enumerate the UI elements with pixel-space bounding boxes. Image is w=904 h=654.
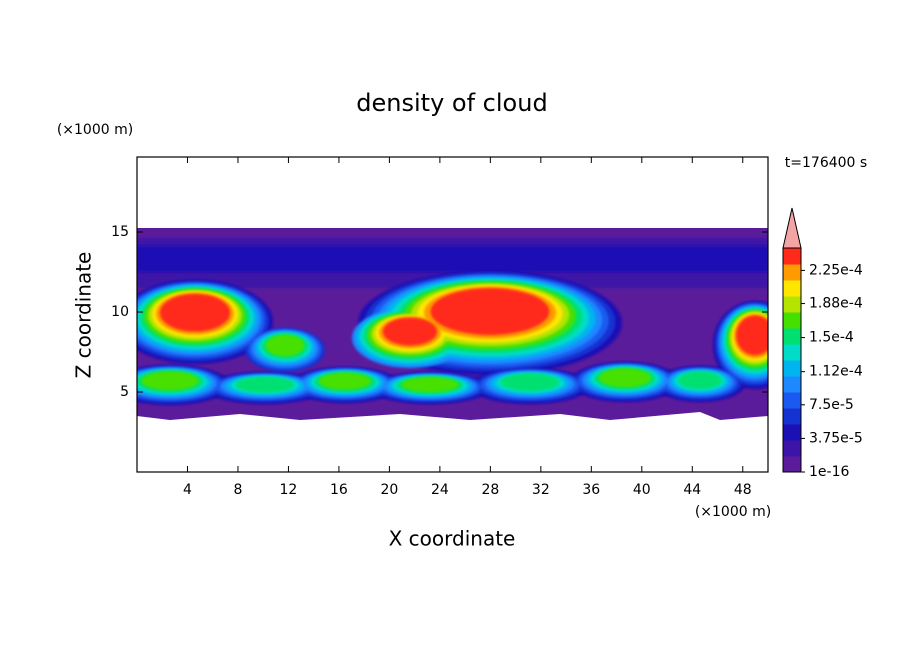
- y-tick-label: 5: [120, 384, 129, 400]
- field-level: [382, 317, 438, 346]
- colorbar-band: [783, 376, 801, 393]
- x-tick-label: 48: [734, 482, 752, 498]
- x-tick-label: 36: [582, 482, 600, 498]
- field-level: [401, 377, 459, 393]
- field-level: [137, 246, 768, 272]
- colorbar-band: [783, 248, 801, 265]
- colorbar-band: [783, 424, 801, 441]
- colorbar-tick-label: 1.5e-4: [809, 330, 854, 346]
- field-level: [318, 372, 372, 390]
- y-unit: (×1000 m): [57, 122, 133, 138]
- colorbar-band: [783, 392, 801, 409]
- x-tick-label: 12: [280, 482, 298, 498]
- colorbar-tick-label: 7.5e-5: [809, 397, 854, 413]
- field-level: [235, 376, 295, 393]
- colorbar-tick-label: 1e-16: [809, 464, 849, 480]
- colorbar-tick-label: 2.25e-4: [809, 262, 863, 278]
- x-unit: (×1000 m): [695, 504, 771, 520]
- time-annotation: t=176400 s: [785, 155, 867, 171]
- colorbar-band: [783, 264, 801, 281]
- plot-frame: [136, 156, 769, 473]
- colorbar-band: [783, 440, 801, 457]
- colorbar-band: [783, 408, 801, 425]
- colorbar-band: [783, 456, 801, 473]
- x-tick-label: 44: [683, 482, 701, 498]
- y-tick-label: 15: [111, 224, 129, 240]
- colorbar-tick-label: 1.88e-4: [809, 296, 863, 312]
- x-tick-label: 8: [233, 482, 242, 498]
- colorbar-band: [783, 280, 801, 297]
- x-tick-label: 28: [481, 482, 499, 498]
- field-level: [265, 334, 305, 357]
- field-level: [430, 288, 550, 335]
- field-level: [598, 368, 652, 388]
- field-level: [159, 293, 231, 332]
- colorbar-band: [783, 296, 801, 313]
- y-tick-label: 10: [111, 304, 129, 320]
- colorbar-tick-label: 1.12e-4: [809, 364, 863, 380]
- colorbar-band: [783, 344, 801, 361]
- colorbar-band: [783, 328, 801, 345]
- x-tick-label: 40: [633, 482, 651, 498]
- x-tick-label: 16: [330, 482, 348, 498]
- colorbar-band: [783, 360, 801, 377]
- x-tick-label: 20: [380, 482, 398, 498]
- field-level: [141, 371, 199, 391]
- chart-title: density of cloud: [356, 89, 547, 117]
- colorbar-tick-label: 3.75e-5: [809, 430, 863, 446]
- colorbar-extension: [782, 207, 802, 249]
- x-tick-label: 4: [183, 482, 192, 498]
- x-tick-label: 24: [431, 482, 449, 498]
- colorbar-band: [783, 312, 801, 329]
- y-axis-label: Z coordinate: [72, 252, 96, 379]
- x-tick-label: 32: [532, 482, 550, 498]
- contour-field: [137, 228, 768, 420]
- field-level: [736, 315, 768, 356]
- colorbar-frame: [782, 247, 802, 473]
- field-level: [678, 371, 722, 390]
- field-level: [500, 373, 560, 392]
- x-axis-label: X coordinate: [389, 527, 516, 551]
